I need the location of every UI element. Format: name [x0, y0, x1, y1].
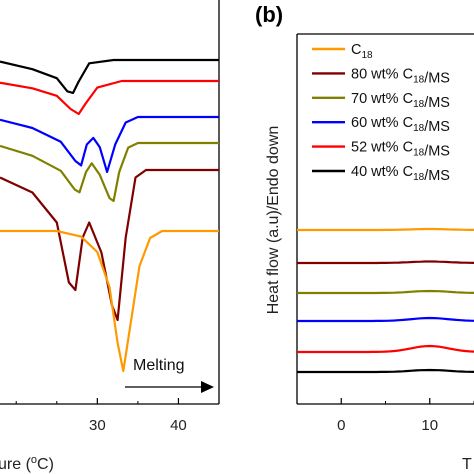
legend-entry: C18 — [351, 42, 373, 61]
panel-b-label: (b) — [255, 2, 283, 27]
legend-entry: 80 wt% C18/MS — [351, 66, 450, 86]
panel-a-curve-4 — [0, 168, 219, 322]
panel-b-curve-5 — [297, 368, 474, 374]
legend-entry: 70 wt% C18/MS — [351, 91, 450, 111]
panel-b-curve-1 — [297, 260, 474, 265]
panel-a-x-tick-label: 30 — [89, 417, 106, 434]
panel-b-x-tick-label: 10 — [421, 417, 438, 434]
panel-b: (b) 0 10 Heat flow (a.u)/Endo down T C18 8… — [255, 2, 474, 473]
panel-b-curve-3 — [297, 316, 474, 323]
legend-entry: 60 wt% C18/MS — [351, 115, 450, 135]
panel-b-curve-4 — [297, 344, 474, 354]
panel-a-x-axis-label: ure (oC) — [0, 454, 54, 473]
panel-a-curve-1 — [0, 79, 219, 116]
melting-annotation: Melting — [125, 357, 214, 393]
legend-entry: 40 wt% C18/MS — [351, 164, 450, 184]
melting-label: Melting — [133, 357, 185, 374]
panel-b-y-axis-label: Heat flow (a.u)/Endo down — [265, 126, 282, 315]
panel-a: 30 40 Melting ure (oC) — [0, 0, 220, 473]
panel-b-curve-0 — [297, 227, 474, 232]
legend-entry: 52 wt% C18/MS — [351, 140, 450, 160]
panel-b-curve-2 — [297, 289, 474, 295]
panel-a-curve-5 — [0, 229, 219, 373]
panel-a-curve-2 — [0, 115, 219, 174]
melting-arrow-head — [201, 381, 214, 393]
panel-b-x-ticks: 0 10 — [296, 398, 474, 434]
panel-a-curve-3 — [0, 141, 219, 203]
panel-b-legend: C18 80 wt% C18/MS 70 wt% C18/MS 60 wt% C18/… — [312, 42, 450, 184]
panel-b-x-tick-label: 0 — [337, 417, 345, 434]
panel-a-x-tick-label: 40 — [170, 417, 187, 434]
panel-b-curves — [297, 227, 474, 374]
panel-a-curve-0 — [0, 58, 219, 95]
panel-b-x-axis-label: T — [462, 456, 472, 473]
panel-a-curves — [0, 58, 219, 373]
panel-a-x-ticks: 30 40 — [15, 398, 187, 434]
